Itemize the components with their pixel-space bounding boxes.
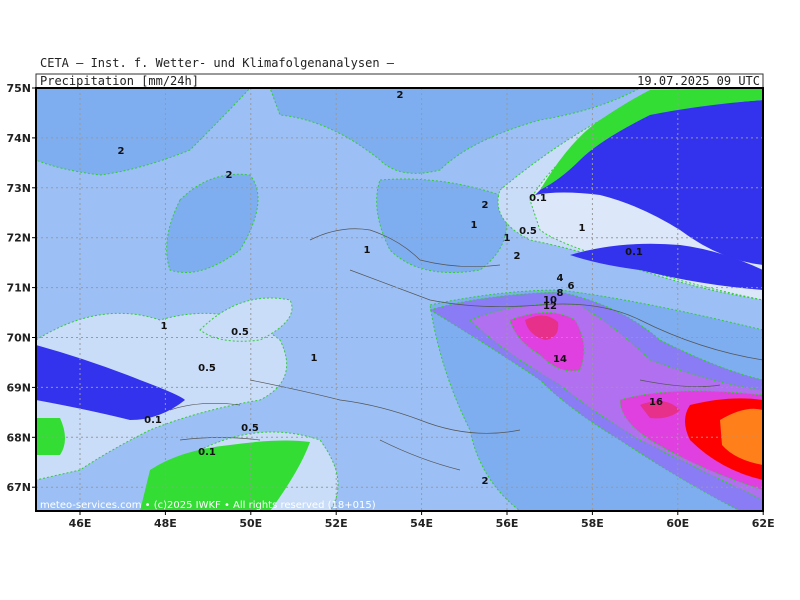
field-2 <box>166 173 259 273</box>
contour-label: 2 <box>482 476 489 487</box>
lon-label: 50E <box>239 517 262 530</box>
field-16 <box>525 315 680 419</box>
lat-label: 73N <box>6 182 31 195</box>
contour-label: 2 <box>226 170 233 181</box>
lat-label: 67N <box>6 481 31 494</box>
contour-label: 1 <box>579 223 586 234</box>
contour-label: 0.5 <box>519 226 537 237</box>
contour-label: 1 <box>311 353 318 364</box>
lon-label: 46E <box>69 517 92 530</box>
contour-label: 1 <box>364 245 371 256</box>
lat-label: 71N <box>6 282 31 295</box>
title: CETA — Inst. f. Wetter- und Klimafolgena… <box>40 56 395 70</box>
timestamp: 19.07.2025 09 UTC <box>637 74 760 88</box>
field-land <box>140 440 310 511</box>
contour-label: 1 <box>504 233 511 244</box>
contour-label: 10 <box>543 295 557 306</box>
field-land <box>36 418 65 455</box>
contour-label: 4 <box>557 273 564 284</box>
lon-label: 62E <box>752 517 775 530</box>
contour-label: 8 <box>557 288 564 299</box>
field-2 <box>376 178 508 273</box>
contour-label: 1 <box>161 321 168 332</box>
lon-label: 54E <box>410 517 433 530</box>
lon-label: 58E <box>581 517 604 530</box>
field-2 <box>36 88 251 176</box>
lon-label: 48E <box>154 517 177 530</box>
contour-label: 0.1 <box>144 415 162 426</box>
subtitle: Precipitation_[mm/24h] <box>40 74 199 88</box>
field-dry <box>36 345 185 420</box>
lat-label: 74N <box>6 132 31 145</box>
field-0-5 <box>199 297 293 342</box>
lat-label: 70N <box>6 332 31 345</box>
footer: meteo-services.com • (c)2025 IWKF • All … <box>40 500 376 511</box>
contour-label: 6 <box>568 281 575 292</box>
lat-label: 75N <box>6 82 31 95</box>
lon-label: 56E <box>496 517 519 530</box>
field-2 <box>269 88 641 174</box>
contour-label: 2 <box>482 200 489 211</box>
map-frame <box>35 87 764 512</box>
field-dry <box>535 100 763 265</box>
contour-label: 1 <box>471 220 478 231</box>
field-dry <box>570 243 763 290</box>
contour-label: 2 <box>118 146 125 157</box>
contour-label: 0.1 <box>625 247 643 258</box>
contour-label: 0.5 <box>198 363 216 374</box>
lon-label: 60E <box>666 517 689 530</box>
contour-label: 14 <box>553 354 567 365</box>
lat-label: 68N <box>6 431 31 444</box>
lon-label: 52E <box>325 517 348 530</box>
contour-label: 16 <box>649 397 663 408</box>
contour-label: 0.1 <box>198 447 216 458</box>
contour-label: 2 <box>397 90 404 101</box>
contour-label: 12 <box>543 301 557 312</box>
contour-label: 0.1 <box>529 193 547 204</box>
contour-label: 0.5 <box>241 423 259 434</box>
coastline <box>169 228 763 471</box>
contour-label: 0.5 <box>231 327 249 338</box>
contour-label: 2 <box>514 251 521 262</box>
field-land <box>540 88 763 190</box>
lat-label: 72N <box>6 232 31 245</box>
lat-label: 69N <box>6 381 31 394</box>
